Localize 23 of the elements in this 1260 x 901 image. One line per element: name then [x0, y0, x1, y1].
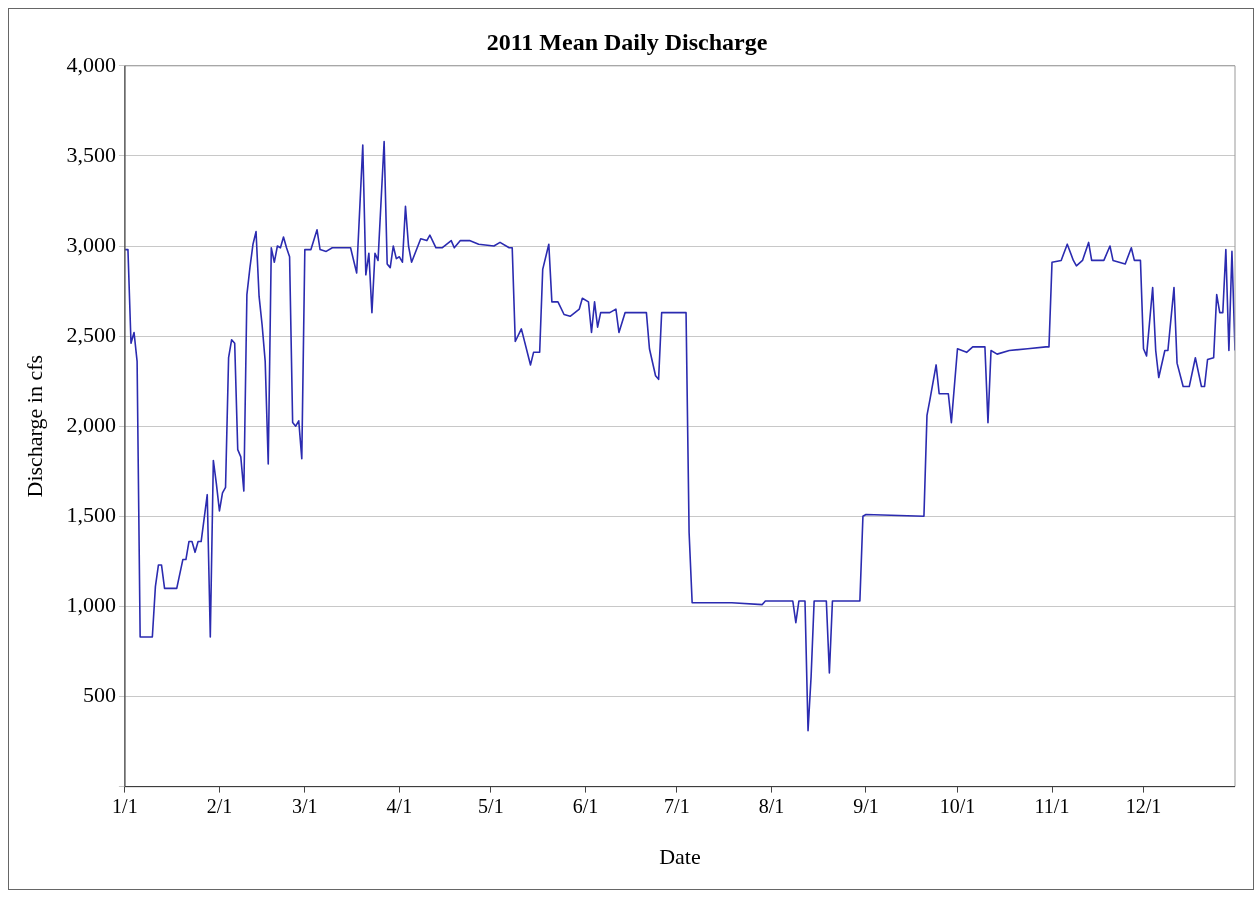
x-tick-label: 9/1 — [853, 794, 879, 817]
x-tick-label: 11/1 — [1034, 794, 1070, 817]
y-tick-label: 3,000 — [66, 231, 116, 257]
x-tick-label: 7/1 — [664, 794, 690, 817]
y-tick-label: 500 — [82, 682, 116, 708]
y-tick-label: 4,000 — [66, 51, 116, 77]
x-axis-title: Date — [659, 843, 701, 869]
y-tick-label: 1,000 — [66, 592, 116, 618]
y-tick-label: 1,500 — [66, 502, 116, 528]
y-tick-label: 3,500 — [66, 141, 116, 167]
x-tick-label: 4/1 — [386, 794, 413, 817]
x-tick-label: 10/1 — [939, 794, 976, 817]
x-tick-label: 12/1 — [1125, 794, 1162, 817]
x-tick-label: 5/1 — [478, 794, 504, 817]
x-tick-label: 3/1 — [292, 794, 318, 817]
x-tick-label: 1/1 — [112, 794, 138, 817]
y-tick-label: 2,000 — [66, 411, 116, 437]
x-tick-label: 6/1 — [572, 794, 599, 817]
y-tick-label: 2,500 — [66, 321, 116, 347]
y-axis-title: Discharge in cfs — [21, 354, 47, 498]
chart-title: 2011 Mean Daily Discharge — [486, 28, 768, 55]
x-tick-label: 2/1 — [206, 794, 233, 817]
x-tick-label: 8/1 — [758, 794, 785, 817]
